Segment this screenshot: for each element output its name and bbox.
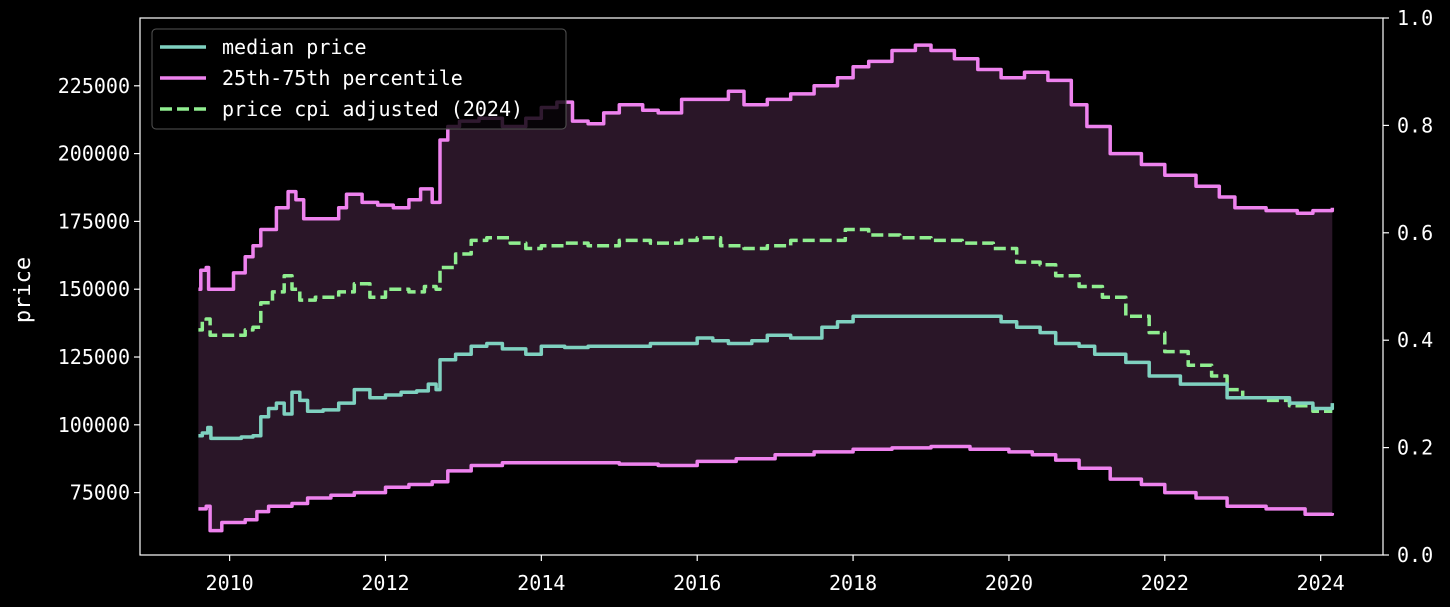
x-tick-label: 2010	[206, 571, 254, 595]
legend: median price 25th-75th percentile price cp…	[151, 28, 567, 130]
y-axis: 75000 100000 125000 150000 175000 200000 22500…	[58, 74, 140, 505]
series-percentile-lower-line	[198, 444, 1335, 533]
y-tick-label: 200000	[58, 142, 130, 166]
x-tick-label: 2012	[361, 571, 409, 595]
y2-tick-label: 0.6	[1397, 221, 1433, 245]
y2-tick-label: 0.0	[1397, 543, 1433, 567]
legend-label: 25th-75th percentile	[222, 66, 463, 90]
x-tick-label: 2024	[1297, 571, 1345, 595]
x-tick-label: 2016	[673, 571, 721, 595]
y-tick-label: 75000	[70, 481, 130, 505]
y-axis-label: price	[11, 257, 36, 323]
legend-label: median price	[222, 35, 367, 59]
y-tick-label: 225000	[58, 74, 130, 98]
y-tick-label: 100000	[58, 413, 130, 437]
x-tick-label: 2020	[985, 571, 1033, 595]
x-tick-label: 2022	[1141, 571, 1189, 595]
legend-label: price cpi adjusted (2024)	[222, 97, 523, 121]
y2-tick-label: 0.8	[1397, 113, 1433, 137]
y-tick-label: 125000	[58, 345, 130, 369]
y2-tick-label: 0.2	[1397, 436, 1433, 460]
y2-tick-label: 0.4	[1397, 328, 1433, 352]
x-tick-label: 2018	[829, 571, 877, 595]
y2-axis: 0.0 0.2 0.4 0.6 0.8 1.0	[1383, 6, 1433, 567]
percentile-band	[198, 45, 1333, 531]
plot-frame	[139, 17, 1384, 556]
y-tick-label: 175000	[58, 209, 130, 233]
x-axis: 2010 2012 2014 2016 2018 2020 2022 2024	[206, 555, 1345, 595]
series-price-cpi-adjusted-line	[198, 227, 1333, 414]
series-layer	[198, 43, 1335, 533]
series-median-price-line	[198, 314, 1335, 441]
y2-tick-label: 1.0	[1397, 6, 1433, 30]
series-percentile-upper-line	[198, 43, 1335, 291]
legend-frame	[151, 28, 567, 130]
y-tick-label: 150000	[58, 277, 130, 301]
x-tick-label: 2014	[517, 571, 565, 595]
